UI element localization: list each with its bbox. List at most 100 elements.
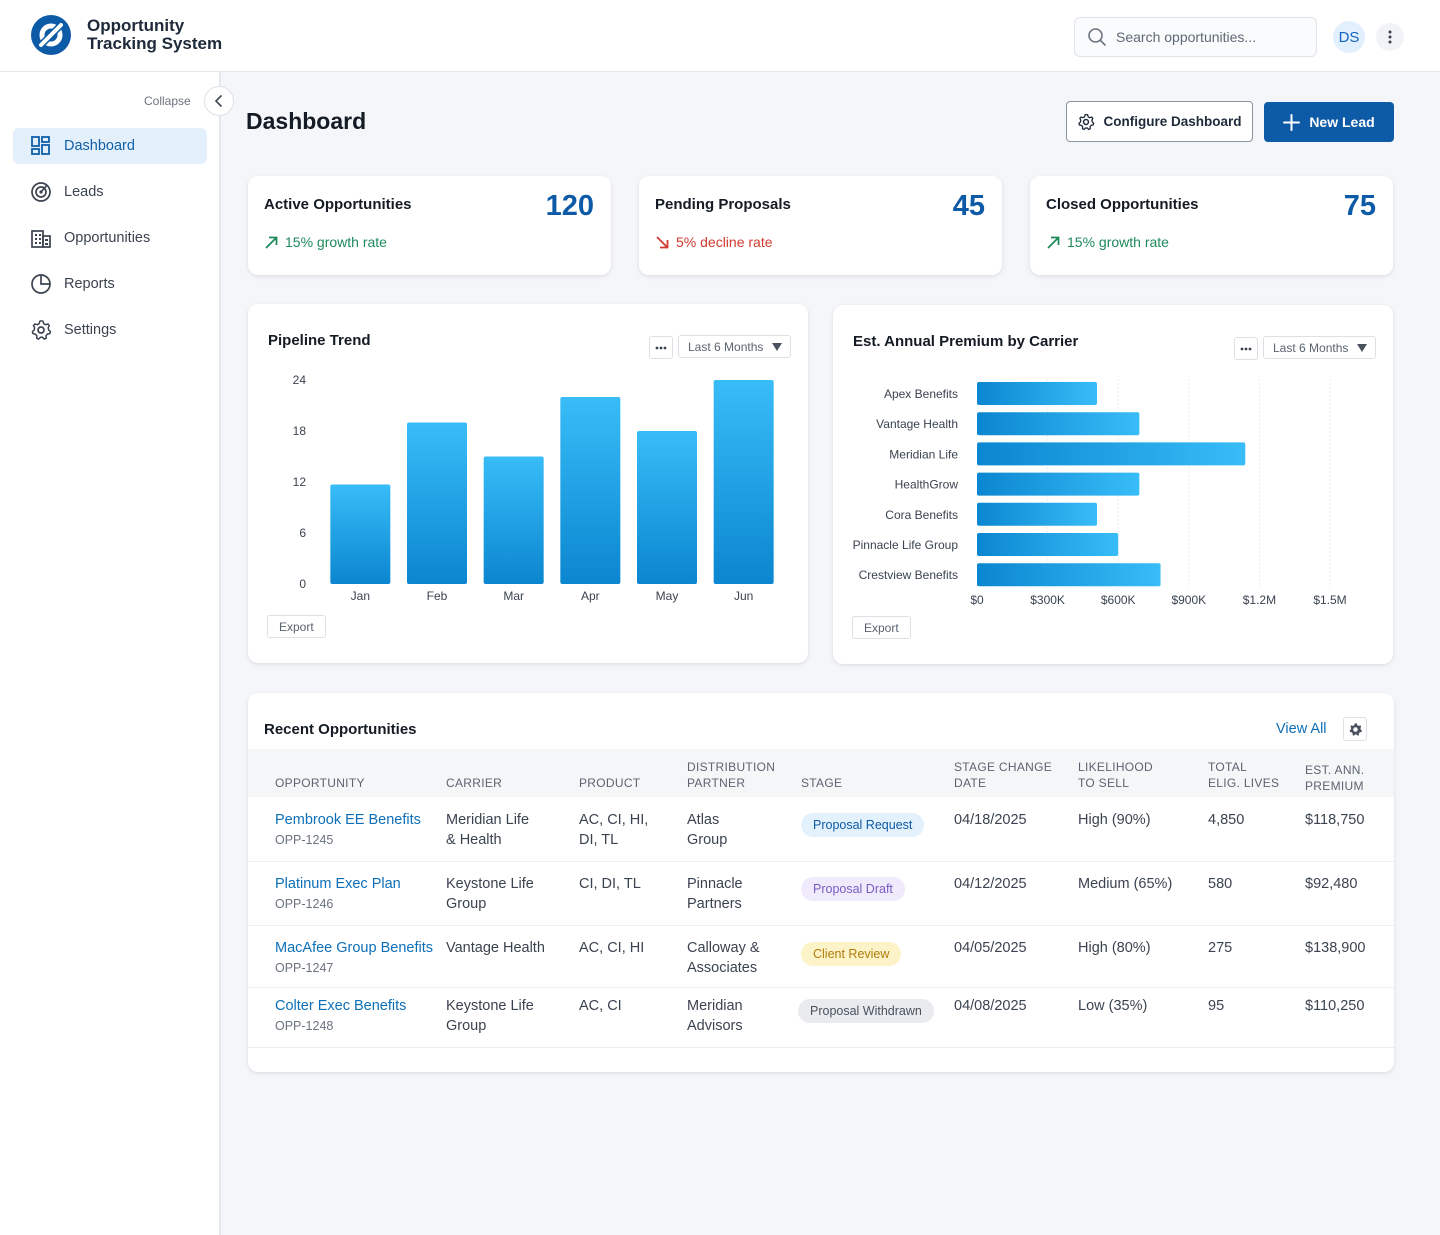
- opportunity-cell: MacAfee Group Benefits OPP-1247: [275, 938, 433, 978]
- opportunity-link[interactable]: Platinum Exec Plan: [275, 876, 401, 892]
- avatar[interactable]: DS: [1333, 21, 1365, 53]
- pipeline-bar[interactable]: [560, 397, 621, 584]
- collapse-label[interactable]: Collapse: [144, 94, 191, 108]
- opportunity-link[interactable]: Colter Exec Benefits: [275, 998, 407, 1014]
- column-header[interactable]: OPPORTUNITY: [275, 775, 365, 791]
- column-header[interactable]: CARRIER: [446, 775, 502, 791]
- table-row[interactable]: Platinum Exec Plan OPP-1246 Keystone Lif…: [248, 862, 1394, 926]
- eligible-lives: 4,850: [1208, 812, 1245, 828]
- carrier-bar[interactable]: [977, 412, 1140, 436]
- column-header[interactable]: EST. ANN. PREMIUM: [1305, 762, 1364, 794]
- carrier-cell: Meridian Life & Health: [446, 810, 529, 850]
- likelihood: High (80%): [1078, 940, 1151, 956]
- carrier-bar[interactable]: [977, 472, 1140, 496]
- carrier-text: Meridian Life: [446, 812, 530, 828]
- y-tick-label: 0: [299, 577, 306, 591]
- pipeline-bar[interactable]: [483, 456, 544, 585]
- kpi-card-active[interactable]: Active Opportunities 120 15% growth rate: [248, 176, 611, 275]
- carrier-bar[interactable]: [977, 533, 1119, 556]
- carrier-text: Vantage Health: [446, 940, 545, 956]
- product-text: DI, TL: [579, 832, 619, 848]
- carrier-cell: Vantage Health: [446, 938, 545, 958]
- product-text: CI, DI, TL: [579, 876, 641, 892]
- range-select[interactable]: Last 6 Months: [678, 335, 791, 358]
- export-button[interactable]: Export: [267, 615, 326, 638]
- view-all-link[interactable]: View All: [1276, 721, 1327, 737]
- sidebar-item-settings[interactable]: Settings: [13, 312, 207, 348]
- carrier-text: Group: [446, 896, 487, 912]
- product-cell: AC, CI, HI, DI, TL: [579, 810, 648, 850]
- top-header: Opportunity Tracking System DS: [0, 0, 1440, 72]
- carrier-bar[interactable]: [977, 442, 1246, 466]
- opportunity-cell: Pembrook EE Benefits OPP-1245: [275, 810, 421, 850]
- column-header[interactable]: TOTAL ELIG. LIVES: [1208, 759, 1279, 791]
- table-settings-button[interactable]: [1343, 717, 1367, 741]
- kpi-card-pending[interactable]: Pending Proposals 45 5% decline rate: [639, 176, 1002, 275]
- column-header-text: TOTAL: [1208, 760, 1248, 774]
- partner-text: Advisors: [687, 1018, 743, 1034]
- premium: $92,480: [1305, 876, 1358, 892]
- kpi-trend-label: 15% growth rate: [1067, 234, 1169, 250]
- new-lead-button[interactable]: New Lead: [1264, 102, 1394, 142]
- column-header[interactable]: LIKELIHOOD TO SELL: [1078, 759, 1153, 791]
- pipeline-bar[interactable]: [330, 484, 391, 584]
- export-button[interactable]: Export: [852, 616, 911, 639]
- column-header[interactable]: STAGE CHANGE DATE: [954, 759, 1052, 791]
- pipeline-bar[interactable]: [713, 380, 774, 584]
- carrier-cell: Keystone Life Group: [446, 996, 534, 1036]
- pipeline-bar[interactable]: [637, 431, 697, 584]
- more-horizontal-icon: [1240, 347, 1252, 350]
- carrier-text: Group: [446, 1018, 487, 1034]
- chart-options-button[interactable]: [649, 336, 673, 359]
- opportunity-link[interactable]: MacAfee Group Benefits: [275, 940, 433, 956]
- sidebar-item-reports[interactable]: Reports: [13, 266, 207, 302]
- trend-down-icon: [656, 235, 669, 248]
- carrier-bar[interactable]: [977, 502, 1098, 526]
- carrier-label: Crestview Benefits: [859, 568, 958, 582]
- column-header-text: CARRIER: [446, 776, 503, 790]
- carrier-text: Keystone Life: [446, 998, 534, 1014]
- stage-date: 04/05/2025: [954, 940, 1027, 956]
- stage-date: 04/08/2025: [954, 998, 1027, 1014]
- caret-down-icon: [1357, 344, 1367, 352]
- collapse-button[interactable]: [204, 86, 234, 116]
- kpi-card-closed[interactable]: Closed Opportunities 75 15% growth rate: [1030, 176, 1393, 275]
- recent-opportunities-card: Recent Opportunities View All OPPORTUNIT…: [248, 693, 1394, 1072]
- premium: $110,250: [1305, 998, 1365, 1014]
- page-title: Dashboard: [246, 108, 367, 134]
- search-box[interactable]: [1074, 17, 1317, 57]
- sidebar-item-dashboard[interactable]: Dashboard: [13, 128, 207, 164]
- x-tick-label: May: [656, 589, 679, 603]
- column-header[interactable]: PRODUCT: [579, 775, 640, 791]
- sidebar-item-leads[interactable]: Leads: [13, 174, 207, 210]
- configure-dashboard-button[interactable]: Configure Dashboard: [1066, 101, 1253, 142]
- stage-badge: Client Review: [801, 942, 902, 966]
- kpi-value: 45: [952, 190, 985, 222]
- range-select[interactable]: Last 6 Months: [1263, 336, 1376, 359]
- search-input[interactable]: [1116, 29, 1306, 45]
- table-row[interactable]: Colter Exec Benefits OPP-1248 Keystone L…: [248, 988, 1394, 1048]
- more-menu-button[interactable]: [1376, 23, 1404, 51]
- product-text: AC, CI, HI,: [579, 812, 649, 828]
- building-icon: [31, 230, 51, 248]
- sidebar-item-opportunities[interactable]: Opportunities: [13, 220, 207, 256]
- trend-up-icon: [1047, 236, 1060, 249]
- x-tick-label: $600K: [1101, 593, 1136, 607]
- pipeline-bar[interactable]: [407, 422, 467, 585]
- x-tick-label: $1.5M: [1313, 593, 1346, 607]
- partner-text: Partners: [687, 896, 742, 912]
- carrier-bar[interactable]: [977, 563, 1161, 587]
- column-header[interactable]: DISTRIBUTION PARTNER: [687, 759, 775, 791]
- kpi-trend-label: 5% decline rate: [676, 234, 773, 250]
- column-header[interactable]: STAGE: [801, 775, 842, 791]
- chart-title: Est. Annual Premium by Carrier: [853, 333, 1079, 350]
- chart-options-button[interactable]: [1234, 337, 1258, 360]
- carrier-label: Vantage Health: [876, 417, 958, 431]
- opportunity-link[interactable]: Pembrook EE Benefits: [275, 812, 421, 828]
- more-horizontal-icon: [655, 346, 667, 349]
- table-row[interactable]: MacAfee Group Benefits OPP-1247 Vantage …: [248, 926, 1394, 988]
- product-cell: AC, CI, HI: [579, 938, 644, 958]
- brand[interactable]: Opportunity Tracking System: [30, 14, 247, 56]
- carrier-bar[interactable]: [977, 382, 1098, 405]
- table-row[interactable]: Pembrook EE Benefits OPP-1245 Meridian L…: [248, 797, 1394, 862]
